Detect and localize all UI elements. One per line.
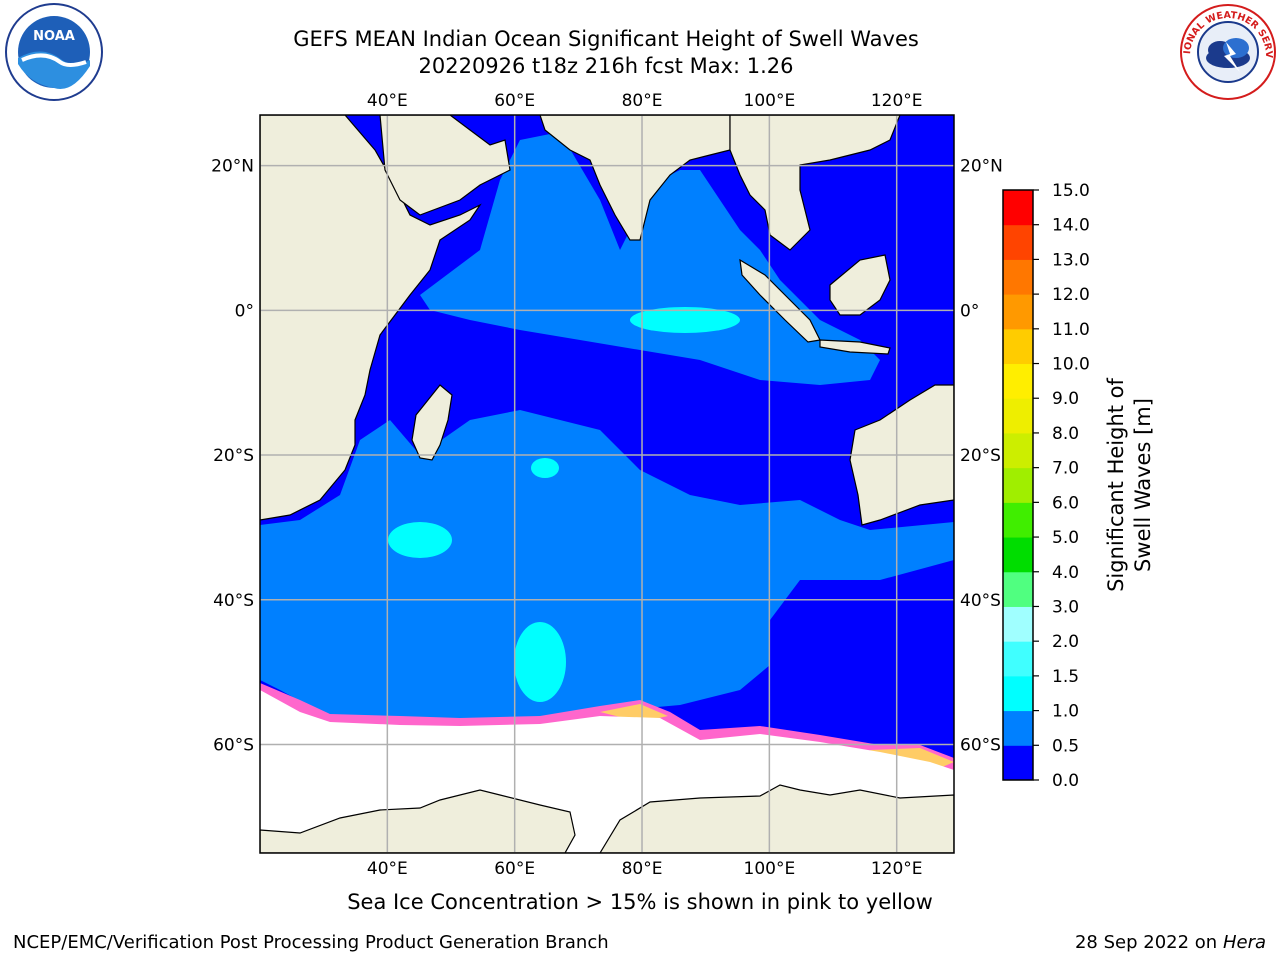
colorbar-segment bbox=[1003, 641, 1033, 677]
colorbar-segment bbox=[1003, 745, 1033, 781]
sea-ice-caption: Sea Ice Concentration > 15% is shown in … bbox=[347, 890, 933, 914]
lon-label-top: 60°E bbox=[494, 91, 535, 111]
lat-label-right: 20°S bbox=[960, 446, 1001, 466]
colorbar-segment bbox=[1003, 294, 1033, 330]
footer-credit: NCEP/EMC/Verification Post Processing Pr… bbox=[13, 932, 609, 953]
footer-date-text: 28 Sep 2022 on bbox=[1074, 932, 1218, 953]
lon-label-bottom: 120°E bbox=[871, 859, 923, 879]
colorbar-tick-label: 15.0 bbox=[1052, 181, 1090, 201]
colorbar-tick-label: 5.0 bbox=[1052, 528, 1079, 548]
colorbar-segment bbox=[1003, 467, 1033, 503]
nws-logo: NATIONAL WEATHER SERVICE bbox=[1178, 2, 1276, 100]
noaa-logo: NOAA bbox=[5, 3, 103, 101]
swell-patch-equator bbox=[630, 307, 740, 333]
noaa-logo-text: NOAA bbox=[33, 29, 75, 44]
colorbar-label-line1: Significant Height of bbox=[1104, 377, 1128, 591]
lon-label-bottom: 60°E bbox=[494, 859, 535, 879]
map-gridlines bbox=[260, 115, 954, 853]
colorbar-label-line2: Swell Waves [m] bbox=[1131, 398, 1155, 572]
colorbar-segment bbox=[1003, 571, 1033, 607]
lat-label-right: 40°S bbox=[960, 591, 1001, 611]
map-axis-labels: 40°E 40°E 60°E 60°E 80°E 80°E 100°E 100°E 120°E 1… bbox=[211, 91, 1003, 879]
colorbar-tick-label: 6.0 bbox=[1052, 493, 1079, 513]
map-subtitle: 20220926 t18z 216h fcst Max: 1.26 bbox=[418, 54, 794, 78]
colorbar-tick-label: 0.0 bbox=[1052, 771, 1079, 791]
lat-label-right: 20°N bbox=[960, 157, 1003, 177]
colorbar-tick-label: 13.0 bbox=[1052, 250, 1090, 270]
colorbar-segment bbox=[1003, 259, 1033, 295]
colorbar-tick-label: 8.0 bbox=[1052, 424, 1079, 444]
land-java bbox=[819, 339, 891, 355]
land-india bbox=[539, 115, 731, 241]
colorbar-tick-label: 3.0 bbox=[1052, 597, 1079, 617]
lon-label-top: 100°E bbox=[744, 91, 796, 111]
colorbar-segment bbox=[1003, 363, 1033, 399]
lat-label-right: 0° bbox=[960, 301, 979, 321]
swell-region-mid-north bbox=[420, 132, 880, 385]
lon-label-top: 80°E bbox=[622, 91, 663, 111]
colorbar-tick-label: 0.5 bbox=[1052, 736, 1079, 756]
colorbar-segment bbox=[1003, 675, 1033, 712]
colorbar-segment bbox=[1003, 537, 1033, 573]
swell-patch-central bbox=[531, 458, 559, 478]
footer-date: 28 Sep 2022 on Hera bbox=[1075, 932, 1266, 953]
colorbar-tick-label: 14.0 bbox=[1052, 216, 1090, 236]
lon-label-top: 120°E bbox=[871, 91, 923, 111]
map-frame bbox=[259, 114, 955, 854]
colorbar-tick-label: 10.0 bbox=[1052, 355, 1090, 375]
colorbar-segment bbox=[1003, 328, 1033, 365]
swell-region-mid bbox=[260, 410, 954, 722]
land-antarctica bbox=[260, 784, 954, 853]
lat-label-left: 20°S bbox=[213, 446, 254, 466]
land-sumatra bbox=[739, 258, 821, 343]
lon-label-top: 40°E bbox=[367, 91, 408, 111]
land-africa bbox=[260, 115, 482, 521]
lon-label-bottom: 40°E bbox=[367, 859, 408, 879]
lat-label-left: 60°S bbox=[213, 735, 254, 755]
land-madagascar bbox=[411, 384, 453, 461]
lon-label-bottom: 100°E bbox=[744, 859, 796, 879]
land-southeast-asia bbox=[729, 115, 901, 251]
colorbar-tick-label: 7.0 bbox=[1052, 459, 1079, 479]
colorbar-segment bbox=[1003, 432, 1033, 469]
colorbar-segment bbox=[1003, 606, 1033, 642]
colorbar-tick-label: 11.0 bbox=[1052, 320, 1090, 340]
colorbar-tick-label: 12.0 bbox=[1052, 285, 1090, 305]
lon-label-bottom: 80°E bbox=[622, 859, 663, 879]
lat-label-left: 20°N bbox=[211, 157, 254, 177]
colorbar-segment bbox=[1003, 710, 1033, 746]
colorbar-tick-label: 4.0 bbox=[1052, 563, 1079, 583]
lat-label-left: 40°S bbox=[213, 591, 254, 611]
colorbar-segment bbox=[1003, 224, 1033, 260]
swell-patch-south bbox=[514, 622, 566, 702]
colorbar-tick-label: 9.0 bbox=[1052, 389, 1079, 409]
colorbar-segment bbox=[1003, 190, 1033, 226]
colorbar-tick-label: 2.0 bbox=[1052, 632, 1079, 652]
colorbar-tick-label: 1.5 bbox=[1052, 667, 1079, 687]
swell-patch-west bbox=[388, 522, 452, 558]
colorbar: 0.0 0.5 1.0 1.5 2.0 3.0 4.0 5.0 6.0 7.0 8.0 9.0 10.0… bbox=[1002, 181, 1090, 791]
lat-label-right: 60°S bbox=[960, 735, 1001, 755]
colorbar-segment bbox=[1003, 502, 1033, 538]
colorbar-segment bbox=[1003, 398, 1033, 434]
land-borneo bbox=[829, 254, 891, 316]
map-title: GEFS MEAN Indian Ocean Significant Heigh… bbox=[293, 27, 919, 51]
colorbar-tick-label: 1.0 bbox=[1052, 702, 1079, 722]
footer-host: Hera bbox=[1222, 932, 1266, 953]
map-area bbox=[260, 115, 954, 853]
colorbar-frame bbox=[1002, 189, 1034, 781]
lat-label-left: 0° bbox=[235, 301, 254, 321]
